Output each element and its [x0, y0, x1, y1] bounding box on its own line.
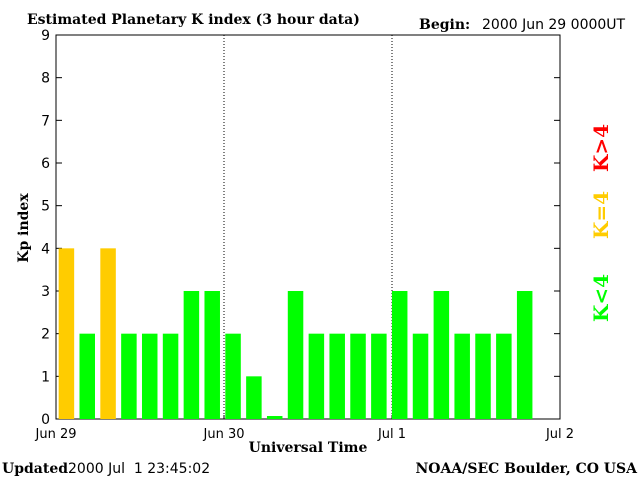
x-tick-label: Jun 29	[35, 427, 77, 442]
kp-bar	[79, 333, 95, 419]
legend-item: K<4	[589, 274, 613, 322]
y-tick-label: 7	[41, 113, 50, 129]
y-axis-label: Kp index	[16, 193, 32, 263]
kp-bar	[162, 333, 179, 419]
y-tick-label: 9	[41, 28, 50, 44]
kp-bar	[58, 248, 75, 419]
y-tick-label: 6	[41, 156, 50, 172]
kp-bar	[100, 248, 116, 419]
kp-bar	[412, 333, 429, 419]
legend-item: K=4	[589, 191, 613, 239]
kp-bar	[183, 291, 200, 419]
y-tick-label: 4	[41, 241, 50, 257]
kp-bar	[246, 376, 262, 419]
kp-bar	[308, 333, 325, 419]
y-tick-label: 3	[41, 284, 50, 300]
plot-area: 0 1 2 3 4 5 6 7 8 9 Jun 29 Jun 30 Jul 1 Jul 2	[35, 28, 575, 442]
updated-value: 2000 Jul 1 23:45:02	[68, 461, 210, 477]
x-tick-label: Jun 30	[203, 427, 245, 442]
kp-bar	[287, 291, 304, 419]
x-tick-label: Jul 1	[377, 427, 406, 442]
legend-item: K>4	[589, 124, 613, 172]
plot-frame	[55, 34, 561, 420]
kp-bar	[475, 333, 491, 419]
x-axis-label: Universal Time	[249, 440, 368, 456]
kp-bar	[350, 333, 366, 419]
kp-bar	[371, 333, 387, 419]
y-tick-label: 0	[41, 412, 50, 428]
updated-label: Updated	[2, 461, 68, 477]
kp-bar	[433, 291, 450, 419]
kp-bar	[204, 291, 220, 419]
chart-title: Estimated Planetary K index (3 hour data…	[27, 12, 360, 28]
kp-bar	[516, 291, 533, 419]
kp-bar	[266, 416, 283, 419]
kp-bar	[225, 333, 241, 419]
begin-label: Begin:	[419, 17, 470, 33]
kp-bar	[329, 333, 345, 419]
legend: K<4 K=4 K>4	[589, 124, 613, 322]
kp-bar	[141, 333, 158, 419]
kp-bar	[496, 333, 512, 419]
kp-bar	[121, 333, 137, 419]
x-tick-label: Jul 2	[545, 427, 574, 442]
y-tick-label: 1	[41, 369, 50, 385]
begin-value: 2000 Jun 29 0000UT	[482, 17, 626, 33]
y-tick-label: 8	[41, 71, 50, 87]
source-credit: NOAA/SEC Boulder, CO USA	[416, 461, 639, 477]
y-tick-label: 2	[41, 327, 50, 343]
kp-bar	[454, 333, 470, 419]
y-tick-label: 5	[41, 199, 50, 215]
kp-bar	[391, 291, 408, 419]
